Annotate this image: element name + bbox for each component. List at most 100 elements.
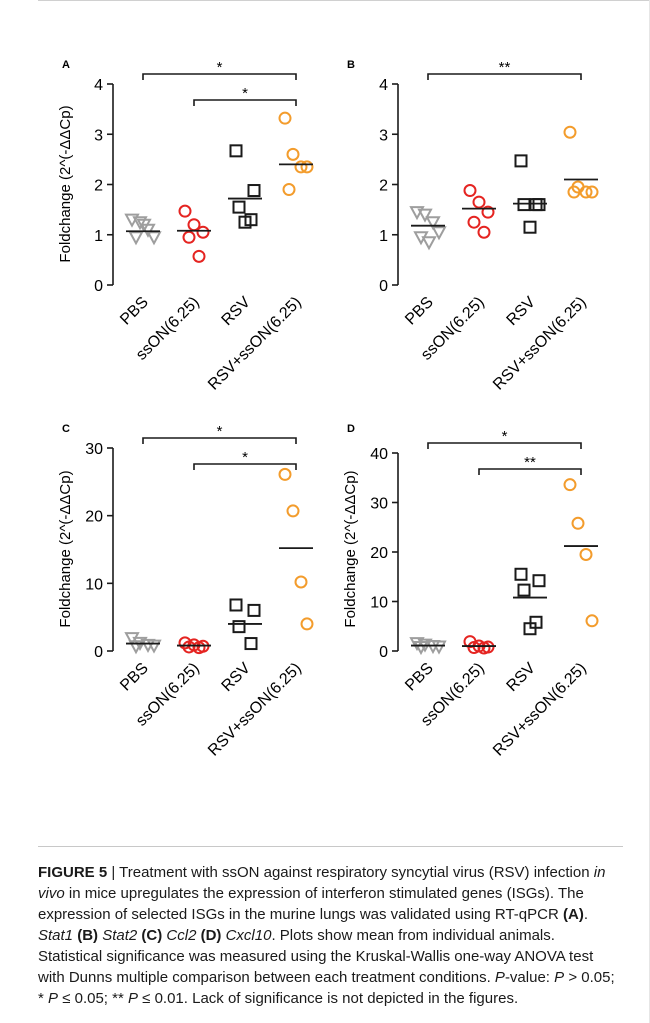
caption-text: . xyxy=(583,906,588,923)
data-point xyxy=(425,216,441,231)
data-point xyxy=(232,200,246,214)
y-axis-label: Foldchange (2^(-ΔΔCp) xyxy=(57,105,74,262)
significance-bracket xyxy=(427,73,582,80)
data-point xyxy=(286,504,300,518)
significance-bracket xyxy=(142,437,297,444)
data-point xyxy=(477,225,491,239)
data-point xyxy=(278,467,292,481)
y-tick-label: 1 xyxy=(94,228,103,245)
data-point xyxy=(467,215,481,229)
panel-label-d: D xyxy=(347,423,355,435)
y-tick-label: 4 xyxy=(94,77,103,94)
y-tick-label: 2 xyxy=(379,178,388,195)
significance-label: * xyxy=(217,59,223,76)
caption-divider xyxy=(38,846,623,847)
data-point xyxy=(282,183,296,197)
panel-label-a: A xyxy=(62,59,70,71)
data-point xyxy=(232,620,246,634)
significance-label: ** xyxy=(524,454,536,471)
caption-panel-ref: (A) xyxy=(563,906,584,923)
x-tick-label: RSV xyxy=(219,294,255,330)
y-tick-label: 3 xyxy=(94,127,103,144)
data-point xyxy=(532,198,546,212)
data-point xyxy=(128,640,144,655)
data-point xyxy=(247,603,261,617)
data-point xyxy=(286,147,300,161)
data-point xyxy=(532,574,546,588)
caption-text: ≤ 0.05; ** xyxy=(58,990,128,1007)
data-point xyxy=(192,641,206,655)
y-tick-label: 2 xyxy=(94,178,103,195)
data-point xyxy=(413,641,429,656)
data-point xyxy=(517,583,531,597)
x-tick-label: RSV xyxy=(504,660,540,696)
data-point xyxy=(529,198,543,212)
y-tick-label: 30 xyxy=(370,496,388,513)
data-point xyxy=(247,184,261,198)
y-tick-label: 0 xyxy=(94,644,103,661)
caption-gene: Stat2 xyxy=(102,927,138,944)
caption-italic: P xyxy=(554,969,565,986)
data-point xyxy=(477,641,491,655)
x-tick-label: RSV+ssON(6.25) xyxy=(490,294,590,394)
data-point xyxy=(300,617,314,631)
data-point xyxy=(417,208,433,223)
data-point xyxy=(421,236,437,251)
y-tick-label: 10 xyxy=(370,595,388,612)
data-point xyxy=(294,575,308,589)
data-point xyxy=(571,516,585,530)
panel-label-b: B xyxy=(347,59,355,71)
caption-text: in mice upregulates the expression of in… xyxy=(38,885,584,923)
x-tick-label: PBS xyxy=(117,660,152,695)
y-tick-label: 0 xyxy=(379,644,388,661)
significance-label: * xyxy=(242,85,248,102)
data-point xyxy=(178,204,192,218)
y-axis-label: Foldchange (2^(-ΔΔCp) xyxy=(57,470,74,627)
caption-italic: P xyxy=(48,990,59,1007)
data-point xyxy=(523,220,537,234)
y-tick-label: 40 xyxy=(370,446,388,463)
caption-text: > 0.05; * xyxy=(38,969,615,1007)
significance-bracket xyxy=(142,73,297,80)
x-tick-label: RSV+ssON(6.25) xyxy=(205,660,305,760)
y-tick-label: 3 xyxy=(379,127,388,144)
data-point xyxy=(517,198,531,212)
figure-label: FIGURE 5 xyxy=(38,864,108,881)
panel-label-c: C xyxy=(62,423,70,435)
y-tick-label: 20 xyxy=(370,545,388,562)
significance-bracket xyxy=(193,99,297,106)
data-point xyxy=(278,111,292,125)
y-tick-label: 30 xyxy=(85,441,103,458)
data-point xyxy=(229,144,243,158)
data-point xyxy=(196,225,210,239)
significance-label: * xyxy=(502,428,508,445)
data-point xyxy=(300,160,314,174)
data-point xyxy=(463,184,477,198)
data-point xyxy=(146,639,162,654)
data-point xyxy=(579,547,593,561)
data-point xyxy=(244,637,258,651)
y-tick-label: 0 xyxy=(94,278,103,295)
data-point xyxy=(585,614,599,628)
data-point xyxy=(294,160,308,174)
y-tick-label: 10 xyxy=(85,576,103,593)
data-point xyxy=(567,185,581,199)
caption-text: ≤ 0.01. Lack of significance is not depi… xyxy=(138,990,519,1007)
data-point xyxy=(146,231,162,246)
significance-bracket xyxy=(478,468,582,475)
x-tick-label: PBS xyxy=(402,294,437,329)
data-point xyxy=(178,636,192,650)
data-point xyxy=(132,216,148,231)
y-tick-label: 1 xyxy=(379,228,388,245)
data-point xyxy=(585,185,599,199)
data-point xyxy=(481,205,495,219)
data-point xyxy=(431,640,447,655)
data-point xyxy=(563,478,577,492)
top-border xyxy=(38,0,650,1)
data-point xyxy=(128,231,144,246)
significance-bracket xyxy=(193,463,297,470)
y-tick-label: 4 xyxy=(379,77,388,94)
